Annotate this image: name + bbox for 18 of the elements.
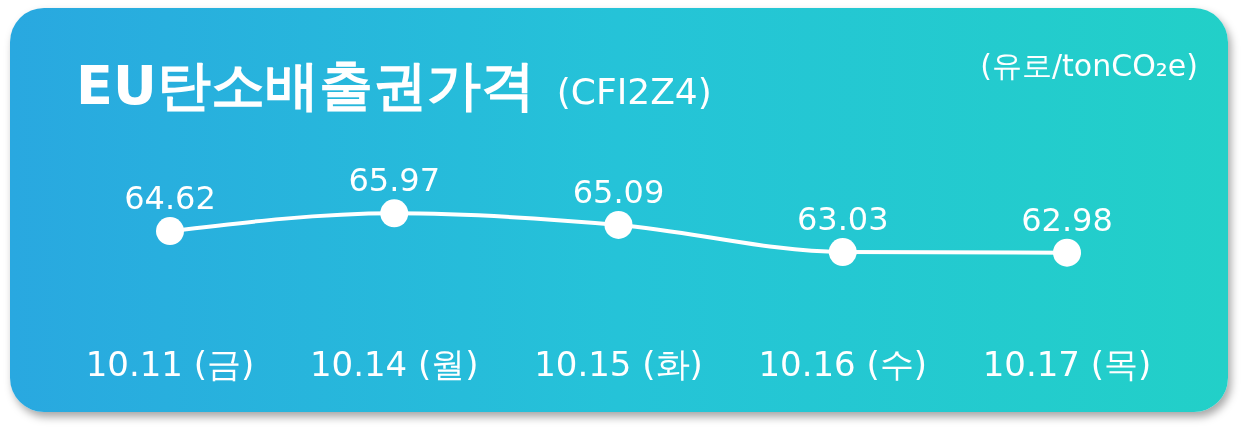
chart-subtitle: (CFI2Z4): [556, 71, 712, 112]
data-label: 64.62: [124, 179, 216, 218]
point: [604, 210, 633, 239]
data-label: 63.03: [796, 200, 889, 239]
x-tick-label: 10.15 (화): [534, 344, 703, 384]
chart-title: EU탄소배출권가격: [76, 54, 535, 117]
point: [156, 217, 184, 246]
point: [380, 199, 409, 228]
data-label: 65.09: [572, 172, 665, 211]
x-tick-label: 10.17 (목): [982, 344, 1152, 384]
x-tick-label: 10.14 (월): [309, 344, 479, 384]
data-label: 62.98: [1021, 200, 1113, 239]
y-axis-title: (유로/tonCO₂e): [980, 47, 1198, 85]
point: [828, 238, 857, 267]
x-tick-label: 10.16 (수): [758, 344, 928, 384]
point: [1053, 238, 1081, 267]
data-label: 65.97: [348, 161, 441, 200]
x-tick-label: 10.11 (금): [85, 344, 255, 384]
